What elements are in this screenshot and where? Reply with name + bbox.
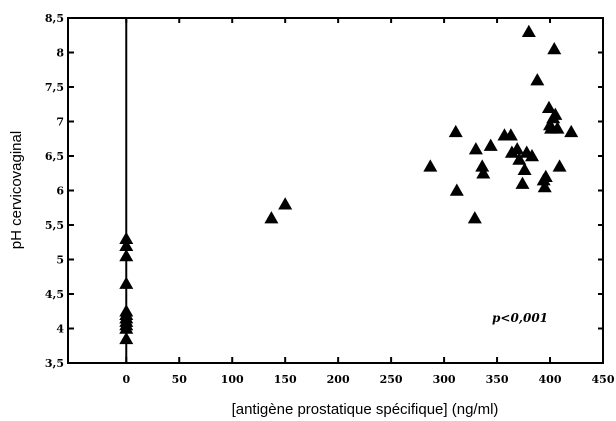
x-tick-label: 450 [592,373,615,386]
data-point [448,124,463,138]
data-point [467,211,482,224]
x-axis-label: [antigène prostatique spécifique] (ng/ml… [232,401,499,418]
data-point [541,100,556,113]
data-point [564,124,579,138]
data-point [538,169,553,182]
x-tick-label: 350 [486,373,509,386]
data-point [468,142,483,155]
y-tick-label: 8 [56,47,64,60]
x-tick-label: 200 [327,373,350,386]
data-point [119,331,134,345]
data-point [548,107,563,120]
y-tick-label: 3,5 [45,357,64,370]
y-tick-label: 6 [56,185,64,198]
y-axis-label: pH cervicovaginal [8,131,25,249]
y-tick-label: 4,5 [45,288,64,301]
data-point [119,249,134,262]
data-point [517,162,532,176]
data-point [503,128,518,141]
data-point [475,159,490,172]
significance-annotation: p<0,001 [492,311,548,325]
y-tick-label: 5 [56,254,64,267]
y-tick-label: 7,5 [45,81,64,94]
x-tick-label: 100 [221,373,244,386]
data-point [119,276,134,289]
y-tick-label: 4 [56,323,64,336]
data-point [512,152,527,165]
data-point [525,149,540,162]
x-tick-label: 150 [274,373,297,386]
data-point [521,24,536,38]
x-tick-label: 50 [172,373,188,386]
x-tick-label: 250 [380,373,403,386]
data-point [510,142,525,155]
data-point [483,138,498,151]
data-point [550,121,565,134]
y-tick-label: 6,5 [45,150,64,163]
data-point [423,159,438,172]
x-tick-label: 400 [539,373,562,386]
data-point [264,211,279,224]
data-point [119,238,134,251]
data-point [547,42,562,55]
y-tick-label: 7 [56,116,64,129]
x-tick-label: 0 [122,373,130,386]
data-point [515,176,530,189]
data-point [552,159,567,172]
x-tick-label: 300 [433,373,456,386]
data-point [537,180,552,193]
data-point [278,197,293,210]
y-tick-label: 5,5 [45,219,64,232]
y-tick-label: 8,5 [45,12,64,25]
data-point [449,183,464,196]
data-point [476,166,491,179]
data-point [119,231,134,245]
data-point [530,73,545,86]
data-point [119,321,134,334]
